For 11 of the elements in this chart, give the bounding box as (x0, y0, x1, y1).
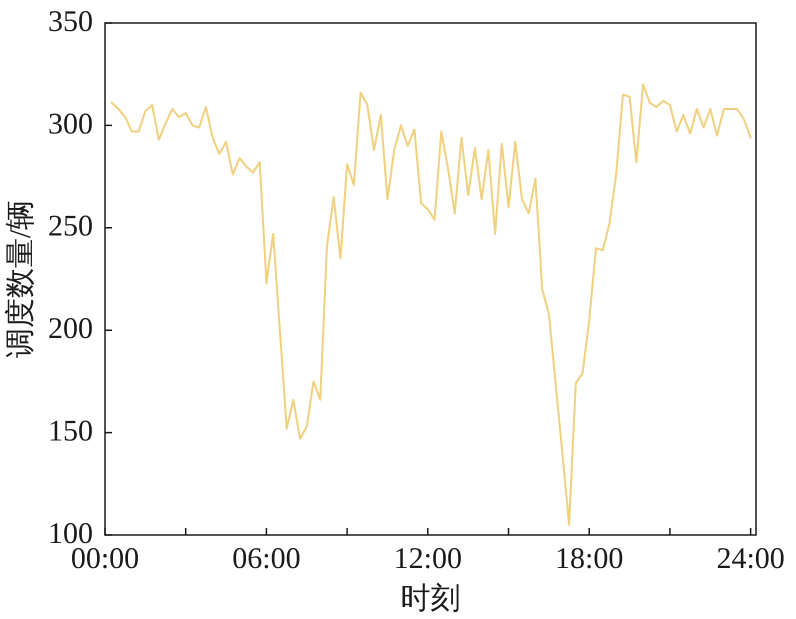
y-tick-label: 250 (48, 210, 93, 243)
x-tick-label: 06:00 (232, 542, 301, 575)
x-axis-title: 时刻 (400, 582, 460, 615)
x-tick-label: 18:00 (555, 542, 624, 575)
y-tick-label: 350 (48, 4, 93, 38)
y-axis-title: 调度数量/辆 (4, 200, 37, 358)
y-tick-label: 300 (48, 107, 93, 140)
y-tick-label: 200 (48, 312, 93, 346)
x-tick-label: 24:00 (716, 542, 785, 575)
y-tick-label: 150 (48, 414, 93, 448)
x-tick-label: 12:00 (394, 542, 462, 575)
